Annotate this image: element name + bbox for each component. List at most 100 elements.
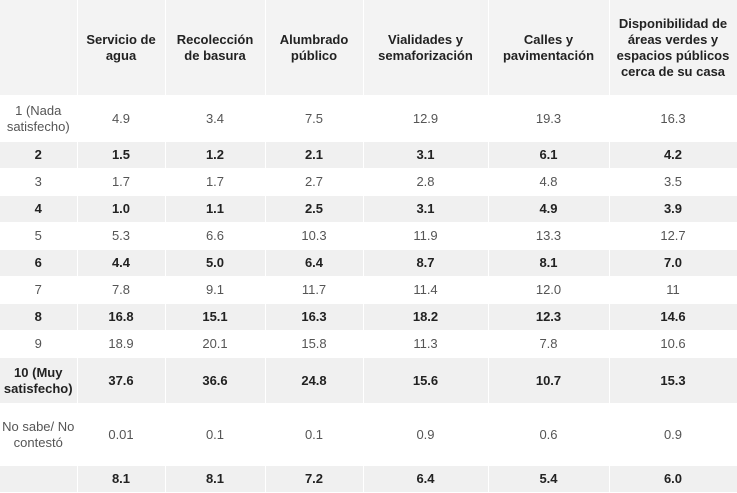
- table-cell: 11.3: [363, 330, 489, 358]
- table-cell: 8.1: [165, 465, 266, 493]
- table-cell: 15.1: [165, 303, 266, 331]
- table-row: 5 5.3 6.6 10.3 11.9 13.3 12.7: [0, 222, 737, 250]
- table-cell: 6.6: [165, 222, 266, 250]
- table-cell: 10.6: [609, 330, 737, 358]
- table-cell: 3.4: [165, 95, 266, 142]
- table-row: 8 16.8 15.1 16.3 18.2 12.3 14.6: [0, 303, 737, 331]
- table-cell: 0.6: [488, 403, 610, 466]
- table-cell: 3.9: [609, 195, 737, 223]
- table-cell: 0.1: [165, 403, 266, 466]
- table-cell: 3.1: [363, 141, 489, 169]
- table-cell: 7.0: [609, 249, 737, 277]
- table-cell: 0.01: [77, 403, 166, 466]
- table-cell: 0.9: [363, 403, 489, 466]
- table-cell: 11.7: [265, 276, 364, 304]
- table-cell: 12.7: [609, 222, 737, 250]
- table-cell: 1.0: [77, 195, 166, 223]
- table-cell: 1.7: [77, 168, 166, 196]
- table-cell: 8.1: [77, 465, 166, 493]
- table-cell: 14.6: [609, 303, 737, 331]
- row-label: 6: [0, 249, 78, 277]
- table-cell: 36.6: [165, 357, 266, 404]
- header-corner: [0, 0, 78, 96]
- table-cell: 16.8: [77, 303, 166, 331]
- header-recoleccion-basura: Recolección de basura: [165, 0, 266, 96]
- table-cell: 12.0: [488, 276, 610, 304]
- table-cell: 19.3: [488, 95, 610, 142]
- table-cell: 5.3: [77, 222, 166, 250]
- table-body: 1 (Nada satisfecho) 4.9 3.4 7.5 12.9 19.3 16.3…: [0, 95, 737, 493]
- table-cell: 1.5: [77, 141, 166, 169]
- table-cell: 4.4: [77, 249, 166, 277]
- table-row: 10 (Muy satisfecho) 37.6 36.6 24.8 15.6 10.7 1…: [0, 357, 737, 404]
- table-cell: 8.7: [363, 249, 489, 277]
- table-cell: 2.5: [265, 195, 364, 223]
- row-label: 2: [0, 141, 78, 169]
- table-cell: 8.1: [488, 249, 610, 277]
- table-cell: 10.7: [488, 357, 610, 404]
- table-cell: 0.1: [265, 403, 364, 466]
- table-cell: 18.9: [77, 330, 166, 358]
- table-cell: 11.9: [363, 222, 489, 250]
- table-cell: 4.8: [488, 168, 610, 196]
- table-cell: 11: [609, 276, 737, 304]
- header-alumbrado-publico: Alumbrado público: [265, 0, 364, 96]
- row-label: 10 (Muy satisfecho): [0, 357, 78, 404]
- table-cell: 6.1: [488, 141, 610, 169]
- table-row: 1 (Nada satisfecho) 4.9 3.4 7.5 12.9 19.3 16.3: [0, 95, 737, 142]
- table-cell: 2.7: [265, 168, 364, 196]
- table-cell: 11.4: [363, 276, 489, 304]
- table-cell: 12.9: [363, 95, 489, 142]
- table-cell: 2.1: [265, 141, 364, 169]
- table-cell: 6.0: [609, 465, 737, 493]
- table-cell: 4.9: [488, 195, 610, 223]
- row-label: 3: [0, 168, 78, 196]
- table-cell: 1.2: [165, 141, 266, 169]
- table-cell: 4.2: [609, 141, 737, 169]
- table-cell: 10.3: [265, 222, 364, 250]
- table-cell: 12.3: [488, 303, 610, 331]
- row-label: [0, 465, 78, 493]
- row-label: 1 (Nada satisfecho): [0, 95, 78, 142]
- row-label: 7: [0, 276, 78, 304]
- row-label: 9: [0, 330, 78, 358]
- table-cell: 9.1: [165, 276, 266, 304]
- table-row: 3 1.7 1.7 2.7 2.8 4.8 3.5: [0, 168, 737, 196]
- table-cell: 1.1: [165, 195, 266, 223]
- table-cell: 7.8: [77, 276, 166, 304]
- table-cell: 24.8: [265, 357, 364, 404]
- table-cell: 7.5: [265, 95, 364, 142]
- table-row: 6 4.4 5.0 6.4 8.7 8.1 7.0: [0, 249, 737, 277]
- table-cell: 16.3: [609, 95, 737, 142]
- table-row: 9 18.9 20.1 15.8 11.3 7.8 10.6: [0, 330, 737, 358]
- header-row: Servicio de agua Recolección de basura A…: [0, 0, 737, 96]
- table-cell: 3.1: [363, 195, 489, 223]
- row-label: No sabe/ No contestó: [0, 403, 78, 466]
- table-cell: 6.4: [265, 249, 364, 277]
- row-label: 8: [0, 303, 78, 331]
- table-cell: 15.8: [265, 330, 364, 358]
- table-row: 8.1 8.1 7.2 6.4 5.4 6.0: [0, 465, 737, 493]
- table-cell: 0.9: [609, 403, 737, 466]
- table-cell: 7.8: [488, 330, 610, 358]
- table-cell: 4.9: [77, 95, 166, 142]
- table-row: 2 1.5 1.2 2.1 3.1 6.1 4.2: [0, 141, 737, 169]
- table-cell: 7.2: [265, 465, 364, 493]
- table-cell: 6.4: [363, 465, 489, 493]
- table-cell: 20.1: [165, 330, 266, 358]
- table-cell: 1.7: [165, 168, 266, 196]
- table-cell: 18.2: [363, 303, 489, 331]
- table-cell: 5.4: [488, 465, 610, 493]
- table-cell: 15.3: [609, 357, 737, 404]
- table-cell: 13.3: [488, 222, 610, 250]
- table-cell: 37.6: [77, 357, 166, 404]
- table-cell: 2.8: [363, 168, 489, 196]
- header-areas-verdes: Disponibilidad de áreas verdes y espacio…: [609, 0, 737, 96]
- header-vialidades: Vialidades y semaforización: [363, 0, 489, 96]
- row-label: 5: [0, 222, 78, 250]
- table-row: 4 1.0 1.1 2.5 3.1 4.9 3.9: [0, 195, 737, 223]
- table-cell: 3.5: [609, 168, 737, 196]
- header-servicio-agua: Servicio de agua: [77, 0, 166, 96]
- table-cell: 16.3: [265, 303, 364, 331]
